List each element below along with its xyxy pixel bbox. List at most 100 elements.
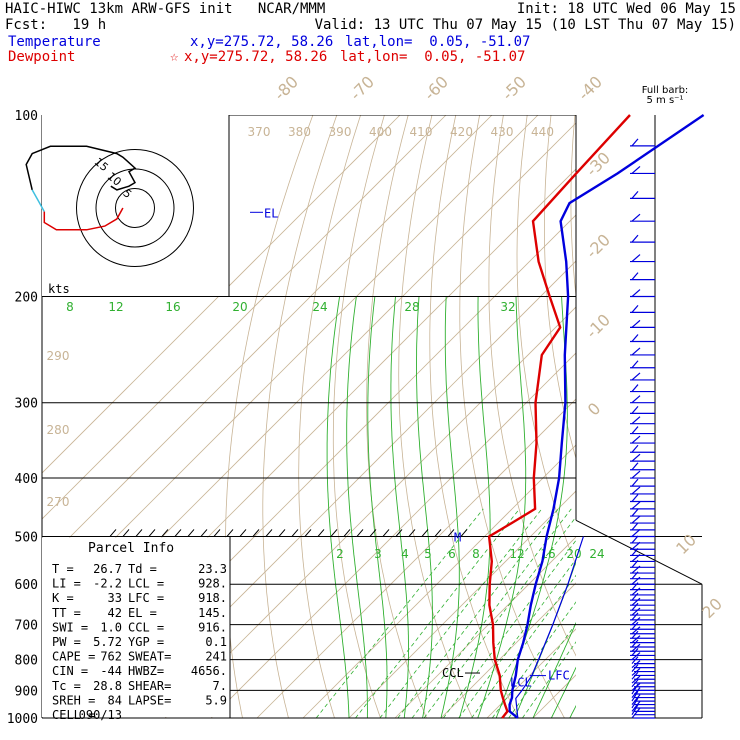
moist-adiabat-label: 20	[232, 300, 247, 314]
parcel-value: 33	[108, 591, 122, 605]
wind-barb-flag	[631, 652, 641, 661]
pressure-tick-label: 200	[15, 291, 38, 306]
wind-barb-flag	[631, 416, 641, 425]
init-time: Init: 18 UTC Wed 06 May 15	[516, 1, 736, 17]
wind-barb-flag	[631, 289, 641, 297]
wind-barb-flag	[631, 478, 639, 487]
pressure-tick-label: 100	[15, 109, 38, 124]
parcel-value: -2.2	[93, 577, 122, 591]
theta-label: 280	[47, 423, 70, 437]
dry-adiabat-line	[429, 115, 519, 718]
theta-label: 370	[248, 125, 271, 139]
wind-barb-flag	[631, 372, 641, 381]
wind-barb-flag	[631, 494, 639, 502]
wind-barb-flag	[631, 213, 641, 222]
m-label: M	[454, 530, 461, 544]
parcel-label: EL =	[128, 606, 157, 620]
dry-adiabat-line	[694, 115, 740, 718]
pressure-tick-label: 800	[15, 654, 38, 669]
mixing-ratio-line	[355, 508, 520, 718]
moist-adiabat-label: 16	[165, 300, 180, 314]
pressure-tick-label: 900	[15, 684, 38, 699]
parcel-value: 1.0	[100, 620, 122, 634]
parcel-label: SHEAR=	[128, 679, 171, 693]
parcel-label: SWEAT=	[128, 650, 171, 664]
theta-label: 440	[531, 125, 554, 139]
frame-slant	[575, 519, 703, 585]
moist-adiabat-line	[367, 296, 388, 718]
wind-barb-flag	[631, 334, 639, 342]
wind-barb-flag	[631, 234, 639, 243]
isotherm-label: -60	[420, 72, 452, 104]
wind-barb-flag	[631, 690, 639, 702]
annotations: EL M CCL LCL LFC	[250, 206, 570, 689]
moist-adiabat-line	[390, 296, 409, 718]
mixing-ratio-line	[458, 558, 576, 718]
parcel-value: 26.7	[93, 562, 122, 576]
mixing-ratio-label: 8	[472, 547, 480, 561]
mixing-ratio-line	[508, 622, 576, 718]
hodograph-trace	[31, 189, 45, 212]
wind-barb-flag	[631, 522, 639, 531]
parcel-value: 918.	[198, 591, 227, 605]
wind-barb-flag	[631, 687, 641, 698]
dry-adiabat-line	[488, 115, 576, 657]
parcel-label: CELL =	[52, 708, 95, 722]
wind-barb-flag	[631, 138, 639, 147]
parcel-value: 28.8	[93, 679, 122, 693]
dry-adiabat-line	[670, 115, 740, 718]
wind-barb-flag	[631, 592, 639, 601]
isotherm-line	[440, 582, 576, 718]
hatch-mark	[421, 529, 429, 537]
isotherm-label: 0	[584, 399, 605, 420]
hatch-mark	[317, 529, 325, 537]
hatch-mark	[447, 529, 455, 537]
parcel-value: 090/13	[79, 708, 122, 722]
isotherm-label: -20	[582, 230, 614, 262]
parcel-label: CCL =	[128, 620, 164, 634]
hatch-mark	[460, 529, 468, 537]
hodograph-trace	[43, 207, 124, 231]
dry-adiabat-line	[298, 115, 361, 718]
wind-barb-flag	[631, 508, 639, 517]
parcel-value: 84	[108, 693, 122, 707]
theta-label: 410	[410, 125, 433, 139]
parcel-info-panel: Parcel Info T = 26.7 Td = 23.3 LI = -2.2 LCL = 9…	[42, 536, 231, 722]
parcel-value: 928.	[198, 577, 227, 591]
mixing-ratio-label: 4	[401, 547, 409, 561]
theta-label: 390	[329, 125, 352, 139]
dry-adiabat-line	[544, 115, 576, 460]
isotherm-line	[625, 115, 740, 718]
parcel-value: 7.	[213, 679, 227, 693]
hatch-mark	[408, 529, 416, 537]
wind-barb-flag	[631, 347, 641, 356]
mixing-ratio-line	[397, 508, 559, 718]
legend-dewpoint: Dewpoint	[8, 49, 76, 65]
hodograph-ring	[95, 168, 175, 248]
isotherm-label: -30	[582, 148, 614, 180]
moist-adiabat-label: 12	[108, 300, 123, 314]
isotherm-label: -70	[346, 72, 378, 104]
parcel-label: T =	[52, 562, 74, 576]
parcel-label: LCL =	[128, 577, 164, 591]
hatch-mark	[135, 529, 143, 537]
parcel-label: LAPSE=	[128, 693, 171, 707]
dry-adiabat-line	[646, 115, 740, 718]
wind-barb-flag	[631, 704, 639, 716]
mixing-ratio-line	[522, 641, 576, 718]
moist-adiabat-line	[326, 296, 350, 718]
theta-label: 420	[450, 125, 473, 139]
dewpoint-latlon: lat,lon= 0.05, -51.07	[340, 49, 526, 65]
dry-adiabat-line	[516, 115, 576, 567]
mixing-ratio-label: 12	[509, 547, 524, 561]
parcel-value: 241	[205, 650, 227, 664]
hodograph-ring	[115, 188, 155, 228]
dry-adiabat-line	[366, 115, 427, 718]
barb-legend-line2: 5 m s⁻¹	[646, 95, 684, 106]
isotherm-line	[42, 115, 401, 474]
hatch-mark	[109, 529, 117, 537]
dewpoint-xy: x,y=275.72, 58.26	[184, 49, 328, 65]
lcl-label: LCL	[510, 675, 532, 689]
isotherm-label: -40	[574, 72, 606, 104]
